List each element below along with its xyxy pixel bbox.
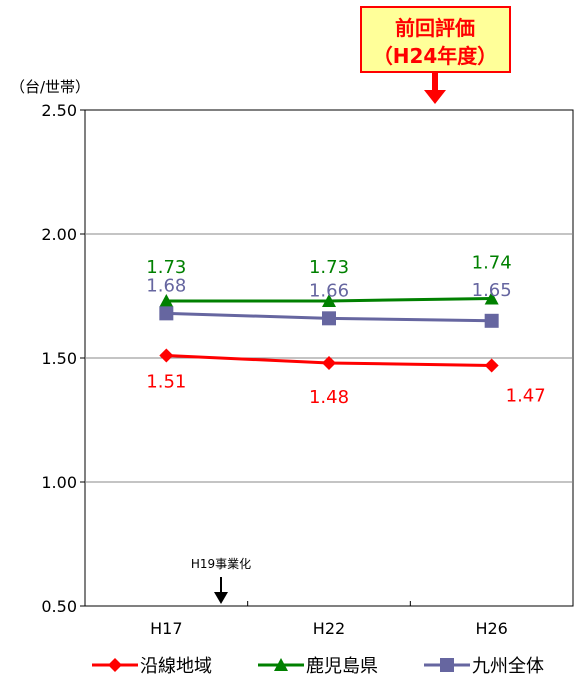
data-label: 1.74 [472,252,512,273]
data-label: 1.68 [146,275,186,296]
data-label: 1.47 [506,385,546,406]
data-point [322,293,336,307]
legend-item: 鹿児島県 [258,656,378,677]
legend-label: 沿線地域 [140,656,212,677]
series-layer: 1.51 1.48 1.47 1.73 1.73 1.74 1.68 1.66 1.65 [146,252,545,407]
y-tick-label: 0.50 [41,597,77,616]
data-point [484,313,499,328]
y-tick-label: 2.50 [41,101,77,120]
previous-evaluation-callout: 前回評価 （H24年度） [360,6,511,104]
data-point [322,311,336,326]
callout-line1: 前回評価 [395,16,475,40]
data-point [322,355,336,370]
data-label: 1.48 [309,387,349,408]
legend-label: 鹿児島県 [306,656,378,677]
data-label: 1.65 [472,280,512,301]
legend-label: 九州全体 [472,656,544,677]
series-0: 1.51 1.48 1.47 [146,348,546,408]
series-2: 1.68 1.66 1.65 [146,275,512,328]
x-axis: H17 H22 H26 [150,601,508,638]
legend-marker [274,658,288,671]
project-start-label: H19事業化 [191,557,251,571]
project-start-annotation: H19事業化 [191,557,251,604]
data-label: 1.73 [146,257,186,278]
x-tick-label: H17 [150,619,182,638]
callout-arrow-shaft [432,73,438,91]
data-point [159,348,174,363]
data-label: 1.66 [309,280,349,301]
callout-line2: （H24年度） [373,44,498,68]
project-start-arrow-head [214,592,228,604]
data-point [159,293,174,307]
data-point [484,358,499,373]
callout-box [360,6,511,73]
y-axis: 0.50 1.00 1.50 2.00 2.50 [41,101,85,616]
y-tick-label: 1.50 [41,349,77,368]
legend-item: 九州全体 [424,656,544,677]
legend-item: 沿線地域 [92,656,212,677]
legend: 沿線地域 鹿児島県 九州全体 [92,656,544,677]
data-label: 1.51 [146,372,186,393]
y-tick-label: 2.00 [41,225,77,244]
y-unit-label: （台/世帯） [10,78,90,96]
data-point [484,291,499,305]
x-tick-label: H22 [313,619,345,638]
x-tick-label: H26 [475,619,507,638]
data-point [159,306,174,321]
y-tick-label: 1.00 [41,473,77,492]
legend-marker [108,658,122,672]
callout-arrow-head [424,90,446,104]
series-1: 1.73 1.73 1.74 [146,252,512,307]
legend-marker [440,658,454,672]
data-label: 1.73 [309,257,349,278]
